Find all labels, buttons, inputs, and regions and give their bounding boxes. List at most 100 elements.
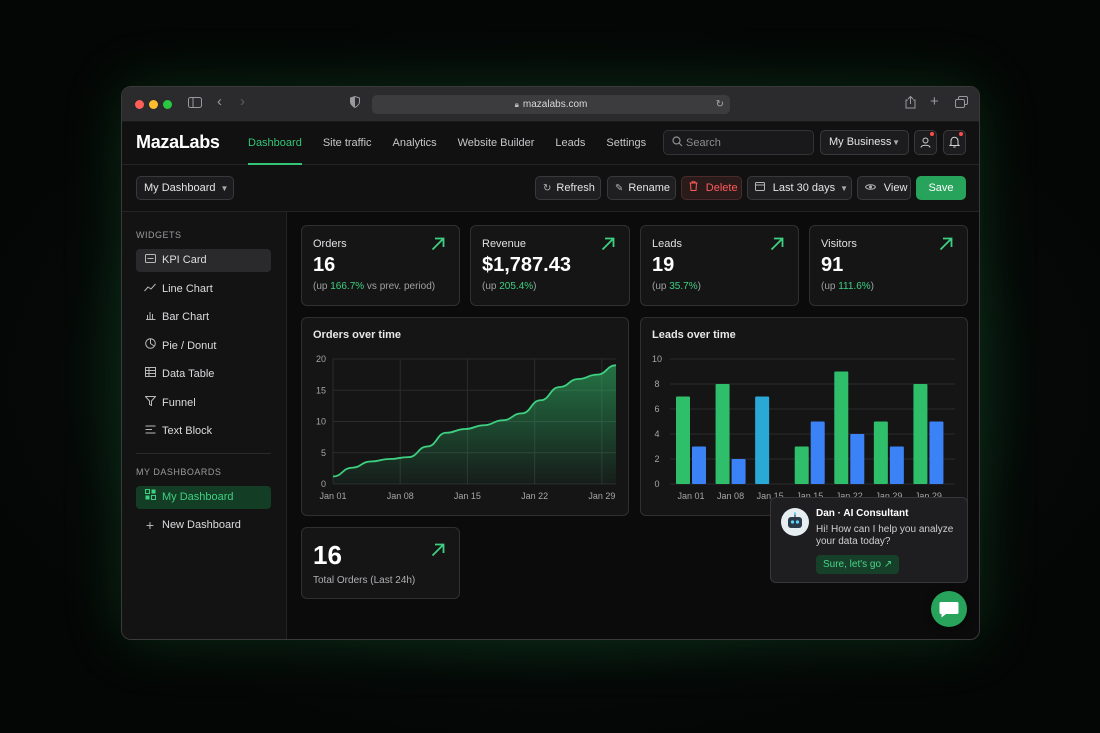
bar xyxy=(676,396,690,484)
y-tick-label: 0 xyxy=(321,479,326,489)
widget-data-table[interactable]: Data Table xyxy=(136,363,271,386)
share-icon[interactable] xyxy=(905,95,916,113)
trend-up-arrow-icon xyxy=(770,237,784,251)
user-button[interactable] xyxy=(914,130,937,155)
tabs-overview-icon[interactable] xyxy=(955,96,968,112)
chat-launcher-button[interactable] xyxy=(931,591,967,627)
calendar-icon xyxy=(755,182,768,194)
browser-window: ‹ › 🔒︎ mazalabs.com ↻ + MazaLabs Dashboar… xyxy=(121,86,980,640)
new-tab-icon[interactable]: + xyxy=(930,93,939,110)
chat-accept-button[interactable]: Sure, let's go ↗ xyxy=(816,555,900,574)
kpi-label: Total Orders (Last 24h) xyxy=(313,575,416,586)
logo[interactable]: MazaLabs xyxy=(136,132,220,152)
kpi-card-leads[interactable]: Leads 19 (up 35.7%) xyxy=(640,225,799,306)
kpi-card-visitors[interactable]: Visitors 91 (up 111.6%) xyxy=(809,225,968,306)
sidebar-toggle-icon[interactable] xyxy=(188,96,202,112)
y-tick-label: 5 xyxy=(321,448,326,458)
search-box[interactable] xyxy=(663,130,814,155)
shield-icon[interactable] xyxy=(350,95,360,112)
x-tick-label: Jan 29 xyxy=(915,491,942,501)
kpi-card-revenue[interactable]: Revenue $1,787.43 (up 205.4%) xyxy=(470,225,630,306)
widget-label: KPI Card xyxy=(162,254,207,266)
main-nav: Dashboard Site traffic Analytics Website… xyxy=(248,122,667,165)
notifications-button[interactable] xyxy=(943,130,966,155)
widget-kpi-card[interactable]: KPI Card xyxy=(136,249,271,272)
search-input[interactable] xyxy=(686,135,806,150)
user-icon xyxy=(920,137,931,151)
dashboard-label: My Dashboard xyxy=(162,491,234,503)
nav-analytics[interactable]: Analytics xyxy=(392,137,437,149)
refresh-label: Refresh xyxy=(556,182,595,194)
kpi-value: 19 xyxy=(652,254,675,276)
rename-button[interactable]: ✎ Rename xyxy=(607,176,676,200)
chat-bubble-icon xyxy=(939,602,959,618)
address-bar[interactable]: 🔒︎ mazalabs.com ↻ xyxy=(372,95,730,114)
new-dashboard-button[interactable]: + New Dashboard xyxy=(136,514,271,537)
orders-chart-card[interactable]: Orders over time 0 5 10 15 20 Jan 01 Jan 08 Jan… xyxy=(301,317,629,516)
bar xyxy=(794,446,809,484)
reload-icon[interactable]: ↻ xyxy=(715,99,724,110)
x-tick-label: Jan 15 xyxy=(757,491,784,501)
view-button[interactable]: View xyxy=(857,176,911,200)
ai-consultant-popup: Dan · AI Consultant Hi! How can I help y… xyxy=(770,497,968,583)
my-dashboards-heading: MY DASHBOARDS xyxy=(136,467,222,477)
widget-pie-donut[interactable]: Pie / Donut xyxy=(136,335,271,358)
x-tick-label: Jan 01 xyxy=(677,491,704,501)
x-tick-label: Jan 01 xyxy=(319,491,346,501)
widget-bar-chart[interactable]: Bar Chart xyxy=(136,306,271,329)
series-line xyxy=(332,364,617,478)
dashboard-select[interactable]: My Dashboard ▼ xyxy=(136,176,234,200)
dashboard-select-label: My Dashboard xyxy=(144,182,216,194)
forward-icon[interactable]: › xyxy=(240,93,245,110)
x-tick-label: Jan 29 xyxy=(875,491,902,501)
dashboard-item-my-dashboard[interactable]: My Dashboard xyxy=(136,486,271,509)
kpi-card-total-orders[interactable]: 16 Total Orders (Last 24h) xyxy=(301,527,460,599)
trash-icon xyxy=(689,181,701,194)
zoom-window-button[interactable] xyxy=(163,100,172,109)
nav-website-builder[interactable]: Website Builder xyxy=(457,137,535,149)
save-button[interactable]: Save xyxy=(916,176,966,200)
nav-dashboard[interactable]: Dashboard xyxy=(248,122,302,165)
nav-leads[interactable]: Leads xyxy=(555,137,586,149)
rename-label: Rename xyxy=(628,182,670,194)
widget-line-chart[interactable]: Line Chart xyxy=(136,278,271,301)
y-tick-label: 2 xyxy=(654,454,659,464)
nav-settings[interactable]: Settings xyxy=(606,137,647,149)
consultant-name: Dan · AI Consultant xyxy=(816,508,909,519)
kpi-card-orders[interactable]: Orders 16 (up 166.7% vs prev. period) xyxy=(301,225,460,306)
leads-bar-chart: 0 2 4 6 8 10 Jan 01 Jan 08 Jan 15 Jan 15 Jan 22 Jan… xyxy=(652,354,955,501)
widgets-sidebar: WIDGETS KPI Card Line Chart Bar Chart Pi… xyxy=(122,212,287,639)
table-icon xyxy=(143,363,157,386)
delete-button[interactable]: Delete xyxy=(681,176,742,200)
refresh-button[interactable]: ↻ Refresh xyxy=(535,176,601,200)
minimize-window-button[interactable] xyxy=(149,100,158,109)
x-tick-label: Jan 08 xyxy=(717,491,744,501)
x-tick-label: Jan 22 xyxy=(521,491,548,501)
x-tick-label: Jan 08 xyxy=(387,491,414,501)
x-tick-label: Jan 29 xyxy=(588,491,615,501)
x-tick-label: Jan 22 xyxy=(836,491,863,501)
chat-message: Hi! How can I help you analyze your data… xyxy=(816,524,954,547)
leads-chart-card[interactable]: Leads over time 0 2 4 6 8 10 Jan 01 Jan 08 Jan 1… xyxy=(640,317,968,516)
chevron-down-icon: ▼ xyxy=(892,138,900,147)
business-selector[interactable]: My Business ▼ xyxy=(820,130,909,155)
close-window-button[interactable] xyxy=(135,100,144,109)
chevron-down-icon: ▼ xyxy=(840,184,849,193)
widget-label: Funnel xyxy=(162,397,196,409)
widget-funnel[interactable]: Funnel xyxy=(136,392,271,415)
y-tick-label: 10 xyxy=(652,354,662,364)
date-range-select[interactable]: Last 30 days ▼ xyxy=(747,176,852,200)
trend-up-arrow-icon xyxy=(601,237,615,251)
search-icon xyxy=(672,136,683,150)
robot-avatar-icon xyxy=(781,508,809,536)
back-icon[interactable]: ‹ xyxy=(217,93,222,110)
widget-text-block[interactable]: Text Block xyxy=(136,420,271,443)
kpi-change: (up 111.6%) xyxy=(821,281,875,292)
text-block-icon xyxy=(143,420,157,443)
nav-site-traffic[interactable]: Site traffic xyxy=(322,137,372,149)
bar xyxy=(850,434,865,484)
dashboard-grid-icon xyxy=(143,486,157,509)
kpi-change: (up 166.7% vs prev. period) xyxy=(313,281,436,292)
kpi-change: (up 35.7%) xyxy=(652,281,701,292)
bar xyxy=(810,421,825,484)
